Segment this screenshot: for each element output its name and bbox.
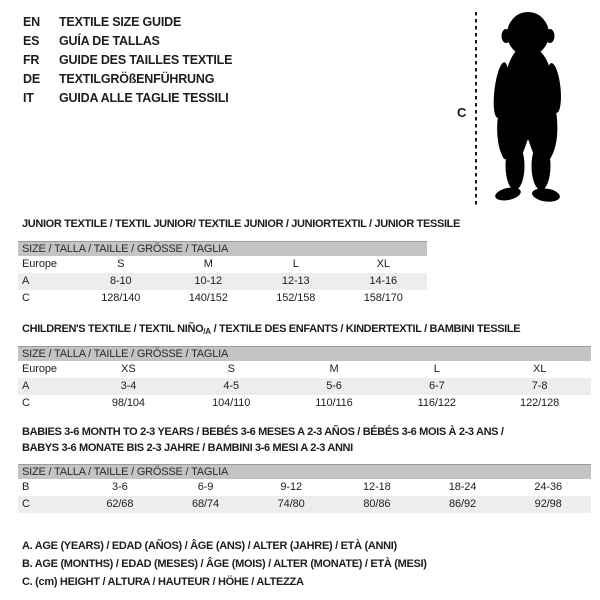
size-table-header: SIZE / TALLA / TAILLE / GRÖSSE / TAGLIA <box>18 346 591 361</box>
toddler-silhouette-image <box>493 12 561 202</box>
children-title-pre: CHILDREN'S TEXTILE / TEXTIL NIÑO <box>22 323 204 335</box>
legend-footnotes: A. AGE (YEARS) / EDAD (AÑOS) / ÂGE (ANS)… <box>22 537 427 591</box>
table-cell: 14-16 <box>369 275 398 287</box>
table-cell: 10-12 <box>194 275 223 287</box>
table-cell: 140/152 <box>188 292 228 304</box>
children-title-post: / TEXTILE DES ENFANTS / KINDERTEXTIL / B… <box>210 323 521 335</box>
footnote-c: C. (cm) HEIGHT / ALTURA / HAUTEUR / HÖHE… <box>22 576 304 588</box>
table-cell: 92/98 <box>534 498 562 510</box>
table-cell: XS <box>121 363 136 375</box>
table-row-europe: Europe S M L XL <box>18 256 427 273</box>
lang-row-it: IT GUIDA ALLE TAGLIE TESSILI <box>23 89 232 108</box>
table-cell: S <box>227 363 235 375</box>
measure-c-label: C <box>457 105 467 120</box>
row-label: B <box>22 481 30 493</box>
lang-row-es: ES GUÍA DE TALLAS <box>23 32 232 51</box>
lang-code: FR <box>23 53 40 67</box>
lang-title: GUÍA DE TALLAS <box>59 34 160 48</box>
lang-title: TEXTILE SIZE GUIDE <box>59 15 182 29</box>
lang-code: DE <box>23 72 40 86</box>
table-cell: 74/80 <box>277 498 305 510</box>
footnote-a: A. AGE (YEARS) / EDAD (AÑOS) / ÂGE (ANS)… <box>22 540 397 552</box>
junior-section-title: JUNIOR TEXTILE / TEXTIL JUNIOR/ TEXTILE … <box>22 218 461 230</box>
lang-code: ES <box>23 34 40 48</box>
table-cell: 6-7 <box>428 380 445 392</box>
table-cell: 9-12 <box>280 481 302 493</box>
babies-title-line2: BABYS 3-6 MONATE BIS 2-3 JAHRE / BAMBINI… <box>22 442 353 454</box>
table-cell: 68/74 <box>191 498 220 510</box>
table-row-europe: Europe XS S M L XL <box>18 361 591 378</box>
lang-code: IT <box>23 91 34 105</box>
table-cell: L <box>292 258 299 270</box>
lang-row-fr: FR GUIDE DES TAILLES TEXTILE <box>23 51 232 70</box>
table-cell: XL <box>376 258 390 270</box>
lang-title: TEXTILGRÖßENFÜHRUNG <box>59 72 215 86</box>
row-label: C <box>22 292 30 304</box>
table-row-height: C 128/140 140/152 152/158 158/170 <box>18 290 427 307</box>
table-cell: 6-9 <box>197 481 214 493</box>
junior-size-table: SIZE / TALLA / TAILLE / GRÖSSE / TAGLIA … <box>18 241 427 307</box>
footnote-b: B. AGE (MONTHS) / EDAD (MESES) / ÂGE (MO… <box>22 558 427 570</box>
table-row-age: A 8-10 10-12 12-13 14-16 <box>18 273 427 290</box>
table-cell: 3-4 <box>120 380 137 392</box>
table-cell: 7-8 <box>531 380 548 392</box>
children-size-table: SIZE / TALLA / TAILLE / GRÖSSE / TAGLIA … <box>18 346 591 412</box>
table-cell: 158/170 <box>363 292 403 304</box>
table-cell: L <box>433 363 440 375</box>
table-cell: 18-24 <box>448 481 477 493</box>
height-measure-figure: C <box>452 6 592 214</box>
table-row-height: C 98/104 104/110 110/116 116/122 122/128 <box>18 395 591 412</box>
row-label: Europe <box>22 363 57 375</box>
babies-section-title: BABIES 3-6 MONTH TO 2-3 YEARS / BEBÉS 3-… <box>22 424 504 456</box>
table-cell: 116/122 <box>417 397 456 409</box>
height-dashed-line <box>475 12 477 208</box>
table-cell: S <box>117 258 125 270</box>
table-row-height: C 62/68 68/74 74/80 80/86 86/92 92/98 <box>18 496 591 513</box>
table-row-age: A 3-4 4-5 5-6 6-7 7-8 <box>18 378 591 395</box>
table-cell: M <box>329 363 339 375</box>
table-cell: M <box>203 258 213 270</box>
children-title-sub: /A <box>203 327 211 336</box>
table-cell: 24-36 <box>534 481 563 493</box>
row-label: A <box>22 380 30 392</box>
lang-row-de: DE TEXTILGRÖßENFÜHRUNG <box>23 70 232 89</box>
table-cell: 8-10 <box>109 275 132 287</box>
table-cell: 80/86 <box>363 498 391 510</box>
table-cell: 104/110 <box>212 397 251 409</box>
children-section-title: CHILDREN'S TEXTILE / TEXTIL NIÑO/A / TEX… <box>22 321 521 340</box>
table-cell: 122/128 <box>520 397 560 409</box>
row-label: C <box>22 397 30 409</box>
row-label: Europe <box>22 258 57 270</box>
lang-title: GUIDE DES TAILLES TEXTILE <box>59 53 233 67</box>
table-cell: 4-5 <box>223 380 239 392</box>
size-table-header: SIZE / TALLA / TAILLE / GRÖSSE / TAGLIA <box>18 241 427 256</box>
row-label: C <box>22 498 30 510</box>
table-cell: 62/68 <box>106 498 134 510</box>
babies-size-table: SIZE / TALLA / TAILLE / GRÖSSE / TAGLIA … <box>18 464 591 513</box>
table-cell: 12-18 <box>363 481 391 493</box>
lang-row-en: EN TEXTILE SIZE GUIDE <box>23 13 232 32</box>
table-cell: 12-13 <box>281 275 310 287</box>
table-cell: XL <box>532 363 547 375</box>
table-cell: 98/104 <box>111 397 145 409</box>
table-cell: 152/158 <box>276 292 316 304</box>
table-cell: 3-6 <box>112 481 128 493</box>
table-cell: 5-6 <box>326 380 342 392</box>
table-cell: 128/140 <box>101 292 141 304</box>
size-table-header: SIZE / TALLA / TAILLE / GRÖSSE / TAGLIA <box>18 464 591 479</box>
table-row-age-months: B 3-6 6-9 9-12 12-18 18-24 24-36 <box>18 479 591 496</box>
table-cell: 86/92 <box>449 498 477 510</box>
row-label: A <box>22 275 30 287</box>
lang-code: EN <box>23 15 40 29</box>
lang-title: GUIDA ALLE TAGLIE TESSILI <box>59 91 229 105</box>
language-title-list: EN TEXTILE SIZE GUIDE ES GUÍA DE TALLAS … <box>23 13 232 108</box>
babies-title-line1: BABIES 3-6 MONTH TO 2-3 YEARS / BEBÉS 3-… <box>22 426 504 438</box>
table-cell: 110/116 <box>315 397 353 409</box>
